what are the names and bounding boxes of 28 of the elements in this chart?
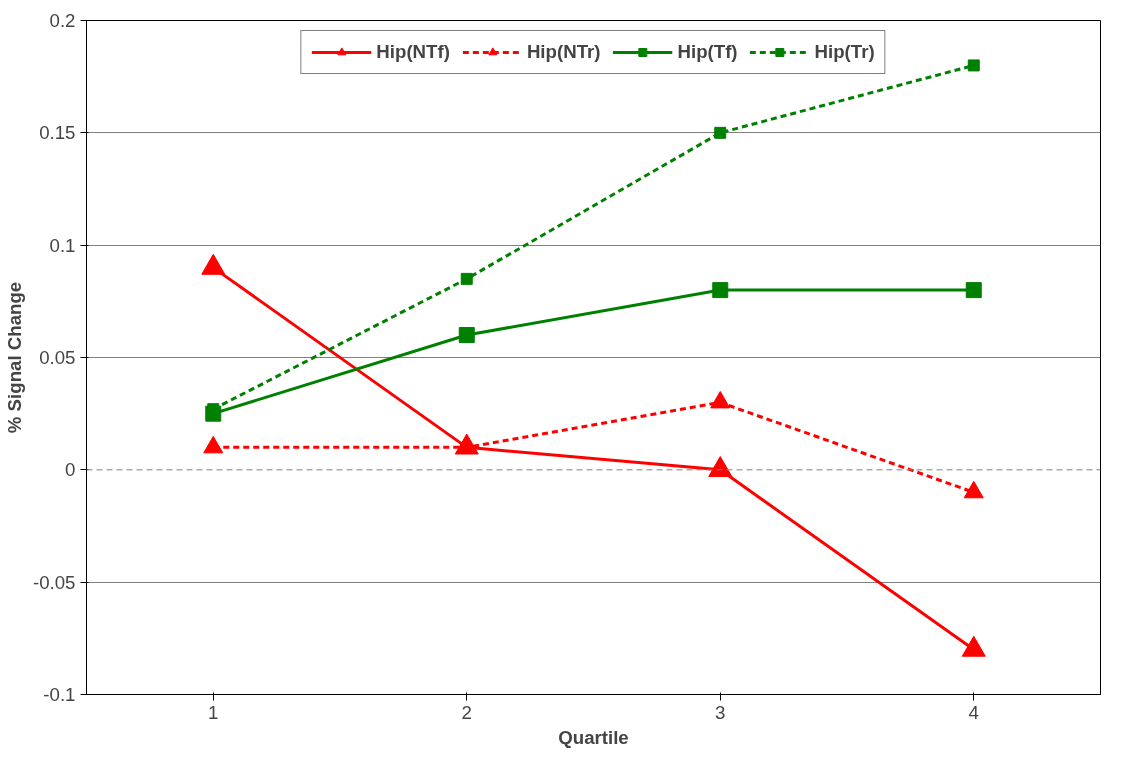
legend-label: Hip(Tr) — [814, 41, 875, 63]
y-tick-label: 0.05 — [39, 347, 76, 368]
y-axis-title: % Signal Change — [3, 281, 25, 434]
x-tick-label: 1 — [208, 701, 219, 723]
y-tick-label: 0.15 — [39, 122, 76, 144]
point — [712, 282, 729, 299]
legend-label: Hip(NTf) — [376, 41, 450, 63]
y-tick-label: 0 — [65, 459, 76, 481]
y-tick-label: -0.1 — [43, 684, 76, 705]
point — [714, 126, 727, 139]
x-tick-label: 2 — [461, 701, 472, 723]
point — [708, 456, 733, 477]
x-axis-title: Quartile — [558, 726, 629, 748]
point — [965, 282, 982, 299]
point — [458, 327, 475, 344]
point — [963, 480, 984, 499]
point — [961, 635, 986, 657]
y-tick-label: 0.1 — [49, 234, 76, 256]
x-tick-label: 3 — [715, 701, 726, 723]
y-tick-label: 0.2 — [49, 10, 76, 31]
legend-label: Hip(NTr) — [526, 41, 601, 63]
point — [203, 435, 224, 454]
point — [460, 272, 473, 285]
x-tick-label: 4 — [968, 701, 979, 723]
y-tick-label: -0.05 — [32, 571, 76, 593]
point — [710, 390, 731, 409]
point — [967, 59, 980, 72]
legend-label: Hip(Tf) — [677, 41, 738, 63]
